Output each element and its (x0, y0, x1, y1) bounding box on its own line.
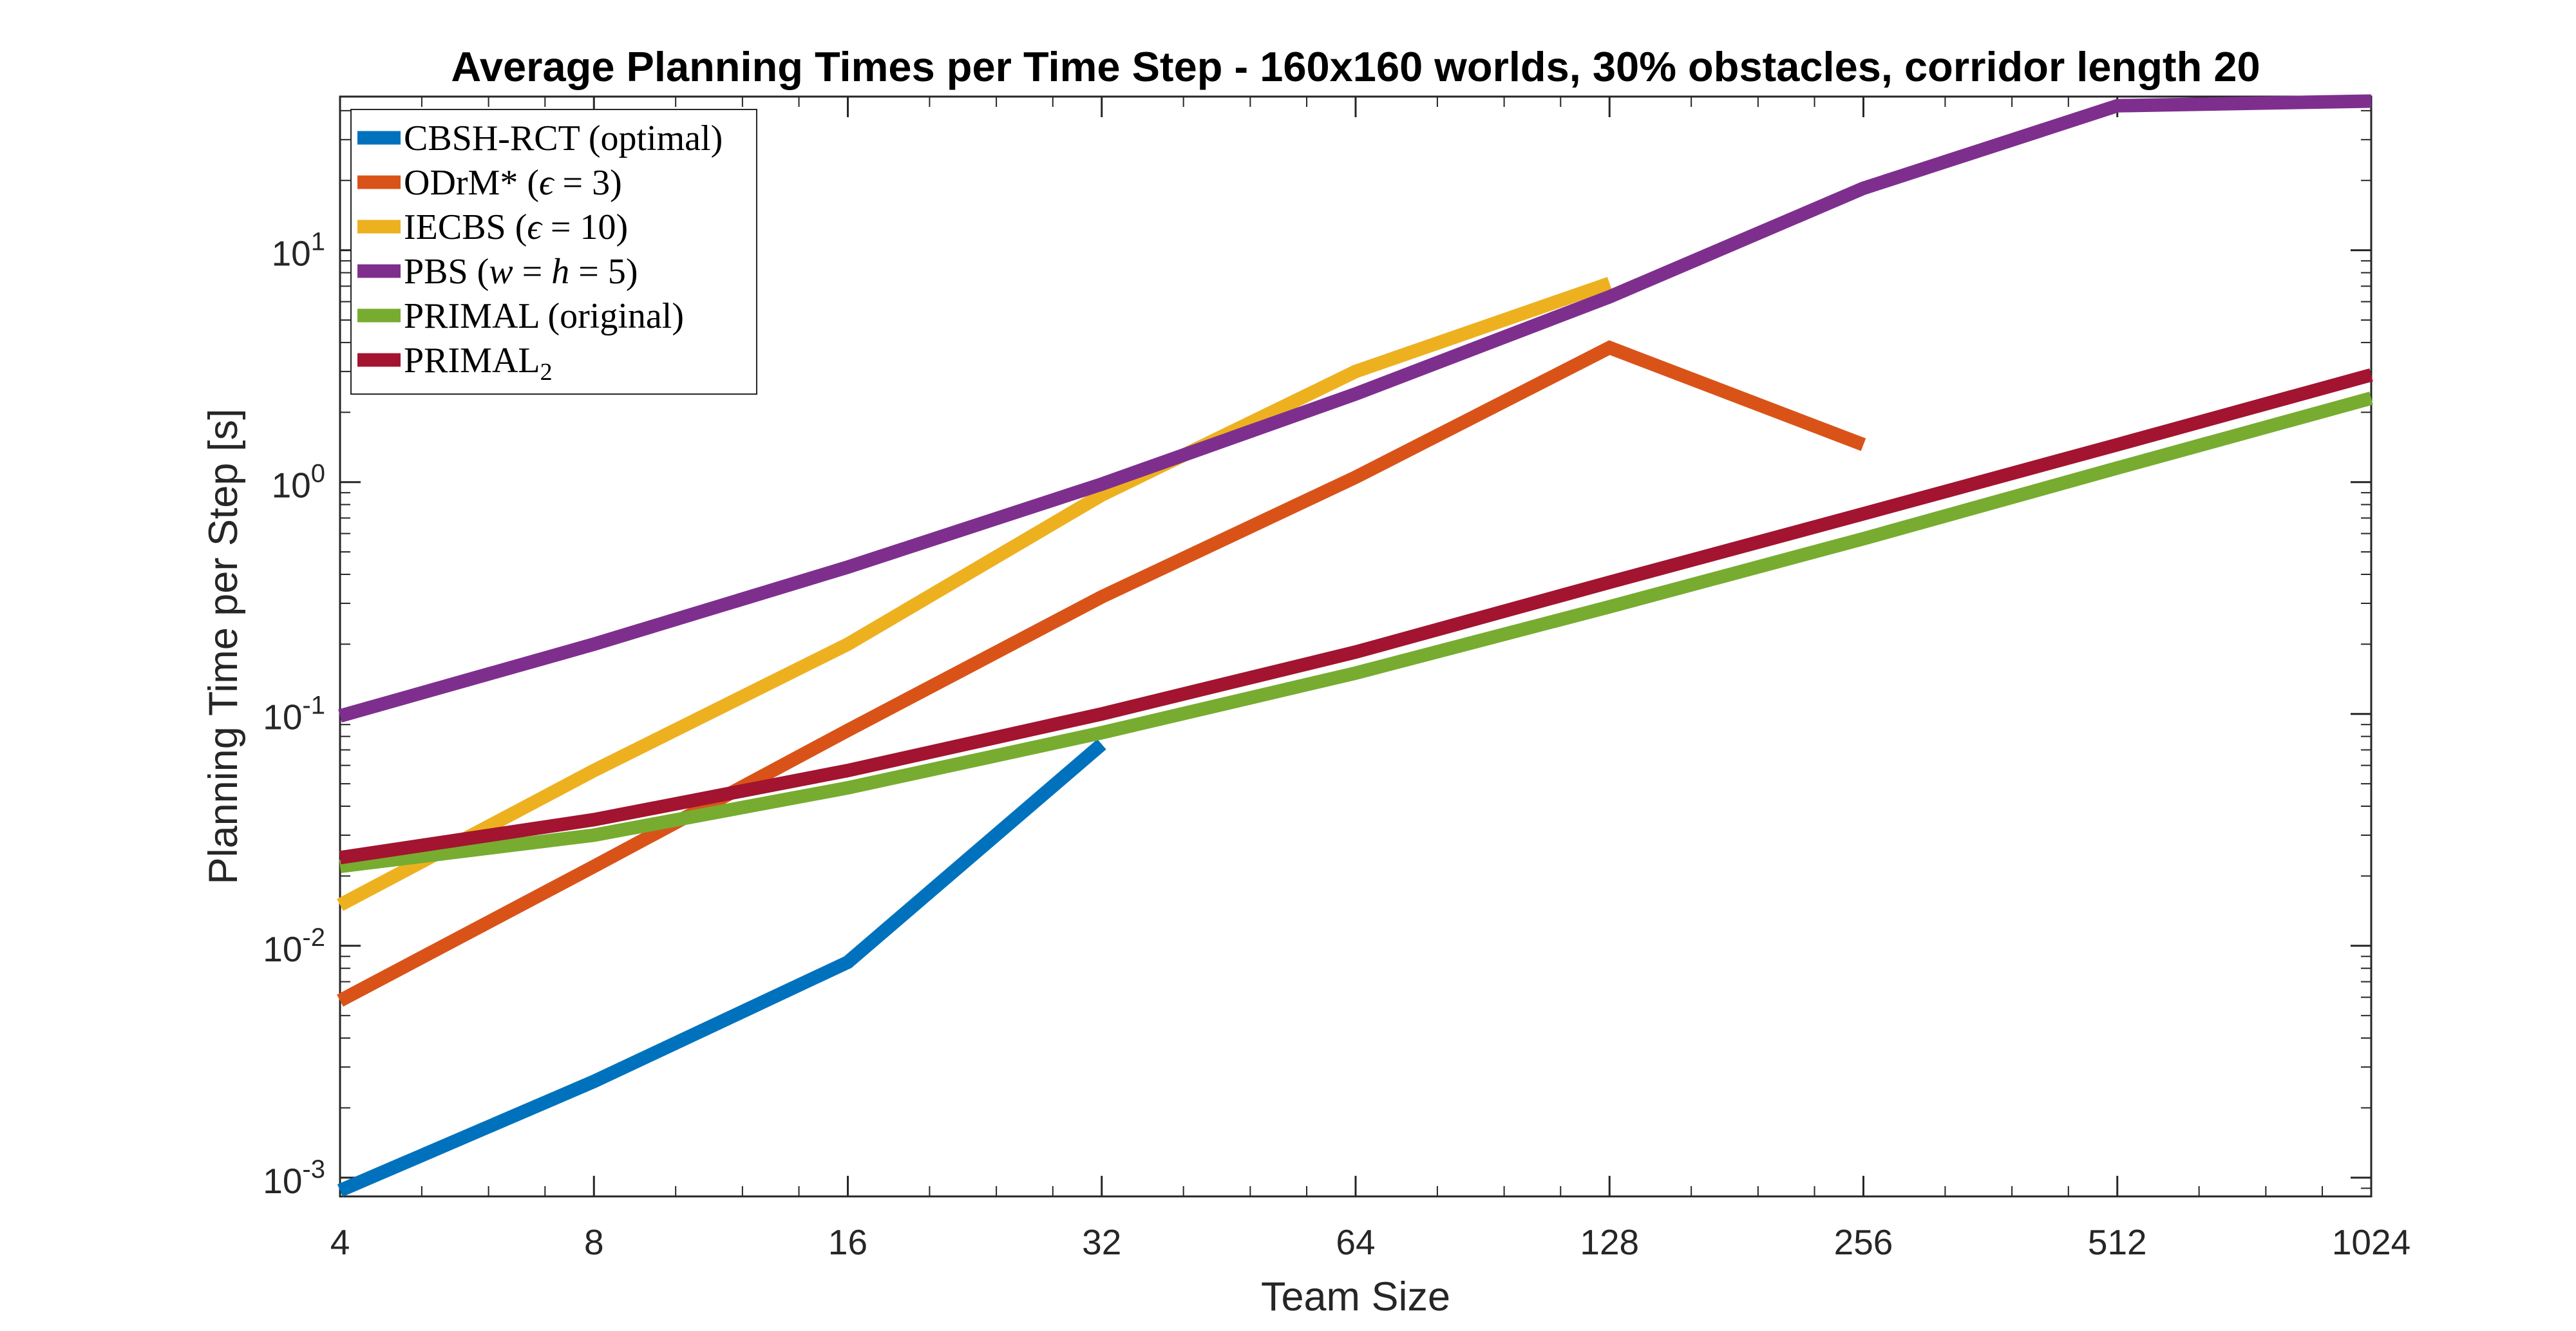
x-tick-label: 16 (828, 1222, 867, 1262)
legend-entry: ODrM* (ϵ = 3) (404, 163, 622, 203)
x-tick-label: 1024 (2332, 1222, 2410, 1262)
series-line-5 (339, 368, 2373, 865)
chart-title: Average Planning Times per Time Step - 1… (451, 43, 2260, 90)
y-tick-label: 10-3 (263, 1155, 325, 1201)
x-tick-label: 256 (1834, 1222, 1893, 1262)
legend-box (350, 109, 757, 395)
x-tick-label: 32 (1082, 1222, 1121, 1262)
series-line-3 (338, 94, 2372, 723)
series-line-4 (339, 392, 2373, 873)
legend: CBSH-RCT (optimal) ODrM* (ϵ = 3)IECBS (ϵ … (350, 109, 757, 395)
legend-entry: PRIMAL2 (404, 341, 553, 386)
y-tick-label: 10-2 (263, 923, 325, 969)
y-tick-label: 100 (272, 460, 325, 505)
x-tick-label: 8 (584, 1222, 604, 1262)
legend-entry: CBSH-RCT (optimal) (404, 118, 723, 158)
y-tick-label: 10-1 (263, 692, 325, 737)
x-tick-label: 128 (1580, 1222, 1639, 1262)
legend-entry: IECBS (ϵ = 10) (404, 207, 628, 247)
y-tick-label: 101 (272, 228, 325, 274)
series-line-1 (337, 340, 1866, 1007)
y-axis-label: Planning Time per Step [s] (201, 409, 246, 885)
x-tick-label: 64 (1336, 1222, 1375, 1262)
x-tick-labels: 4 8 16 32 64 128 256 512 1024 (330, 1222, 2410, 1262)
x-tick-label: 4 (330, 1222, 350, 1262)
series-lines (337, 94, 2373, 1197)
legend-entry: PBS (w = h = 5) (404, 252, 638, 292)
legend-entry: PRIMAL (original) (404, 296, 684, 336)
series-line-2 (337, 277, 1612, 911)
y-tick-labels: 10-3 10-2 10-1 100 101 (263, 228, 325, 1201)
series-line-0 (337, 739, 1106, 1197)
x-axis-label: Team Size (1261, 1274, 1450, 1319)
x-tick-label: 512 (2088, 1222, 2147, 1262)
